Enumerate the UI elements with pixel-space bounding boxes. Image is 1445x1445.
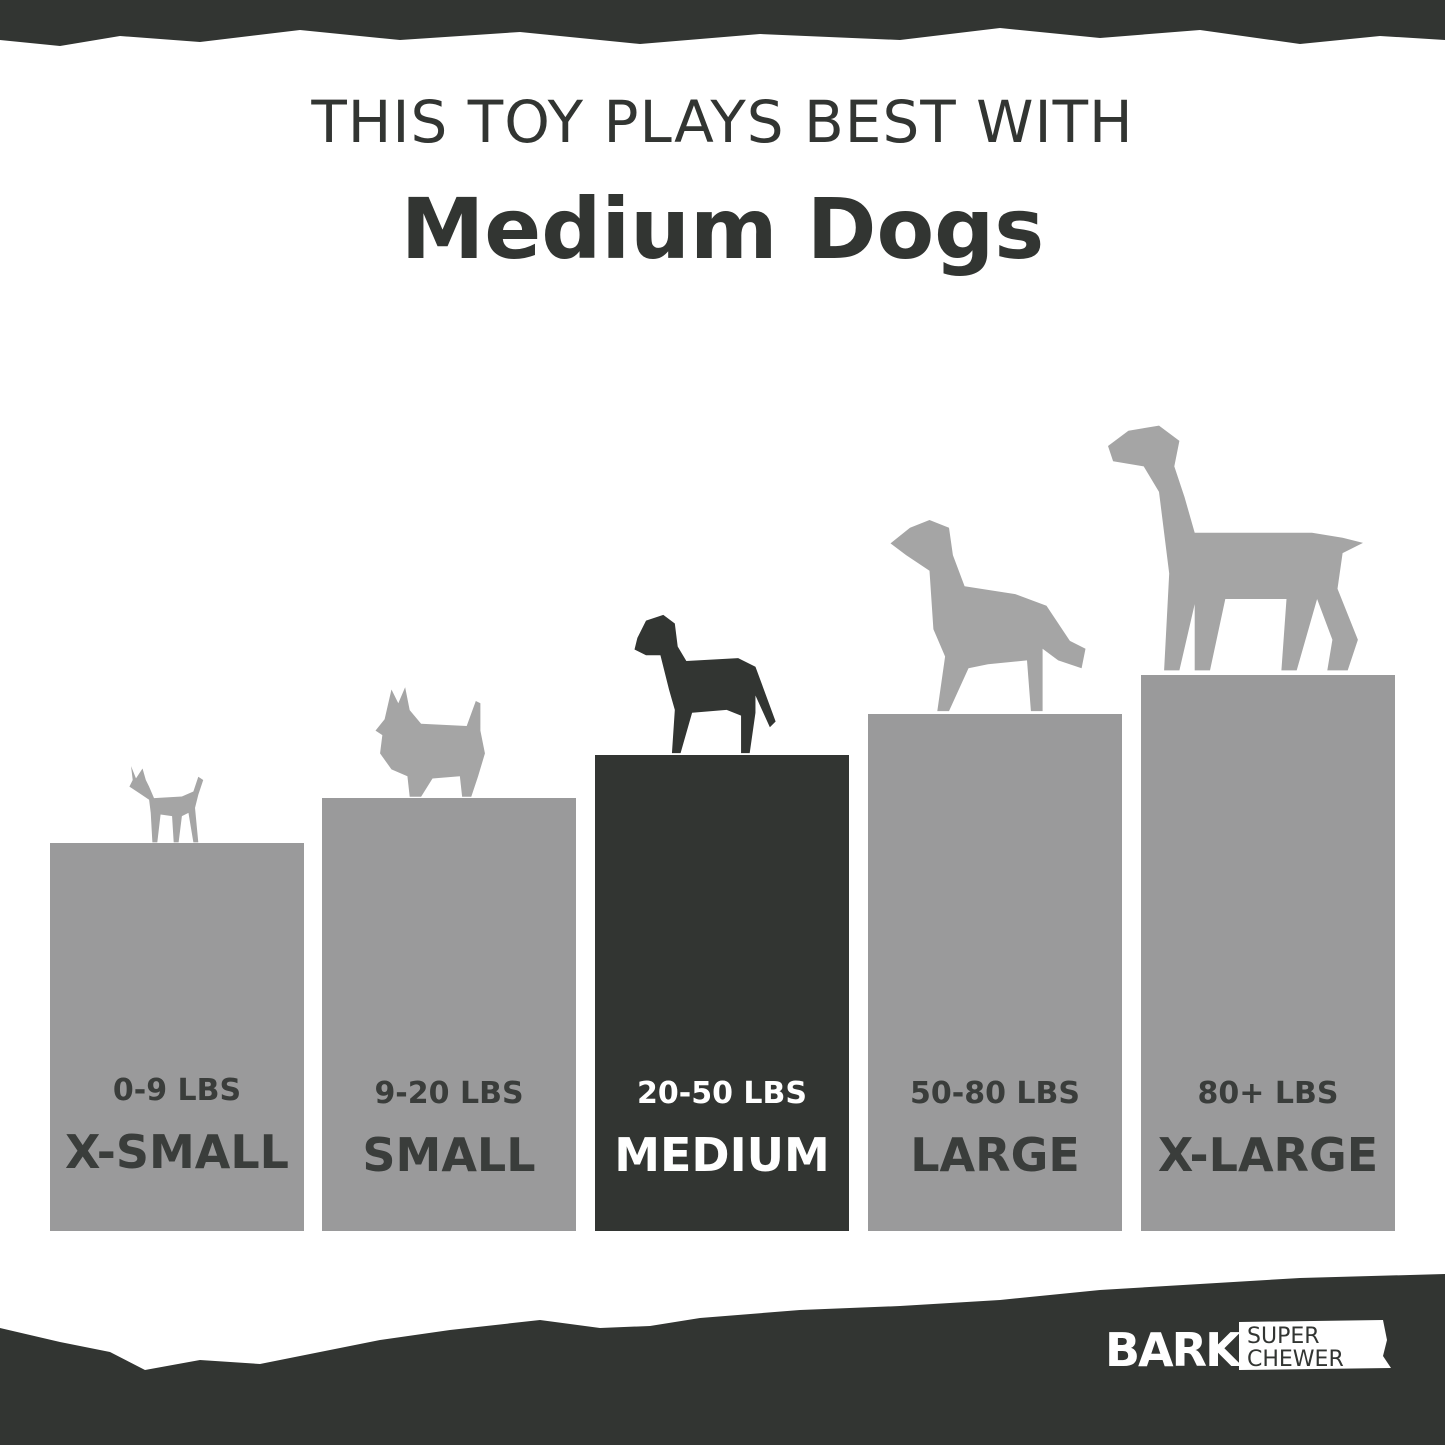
logo-line2: CHEWER bbox=[1247, 1347, 1344, 1372]
size-label: SMALL bbox=[362, 1128, 536, 1182]
great-dane-icon bbox=[1108, 425, 1363, 671]
retriever-icon bbox=[890, 520, 1086, 712]
bark-super-chewer-logo: BARK SUPER CHEWER bbox=[1105, 1310, 1395, 1384]
torn-paper-top bbox=[0, 0, 1445, 46]
size-label: MEDIUM bbox=[614, 1128, 830, 1182]
scottish-terrier-icon bbox=[375, 687, 485, 797]
weight-range: 20-50 LBS bbox=[637, 1076, 807, 1111]
size-bar-x-small: 0-9 LBS X-SMALL bbox=[50, 843, 304, 1231]
size-bar-medium: 20-50 LBS MEDIUM bbox=[595, 755, 849, 1231]
headline-size: Medium Dogs bbox=[400, 180, 1045, 278]
size-bar-x-large: 80+ LBS X-LARGE bbox=[1141, 675, 1395, 1231]
weight-range: 50-80 LBS bbox=[910, 1076, 1080, 1111]
headline-intro: THIS TOY PLAYS BEST WITH bbox=[311, 88, 1134, 156]
chihuahua-icon bbox=[129, 766, 204, 843]
size-label: X-SMALL bbox=[65, 1125, 289, 1179]
size-bar-small: 9-20 LBS SMALL bbox=[322, 798, 576, 1231]
size-label: X-LARGE bbox=[1157, 1128, 1379, 1182]
size-bar-large: 50-80 LBS LARGE bbox=[868, 714, 1122, 1231]
logo-line1: SUPER bbox=[1247, 1324, 1320, 1349]
weight-range: 80+ LBS bbox=[1197, 1076, 1339, 1111]
weight-range: 9-20 LBS bbox=[374, 1076, 524, 1111]
labrador-icon bbox=[634, 614, 776, 754]
torn-paper-bottom bbox=[0, 1274, 1445, 1445]
weight-range: 0-9 LBS bbox=[112, 1073, 242, 1108]
logo-brand: BARK bbox=[1105, 1323, 1243, 1377]
size-label: LARGE bbox=[910, 1128, 1080, 1182]
